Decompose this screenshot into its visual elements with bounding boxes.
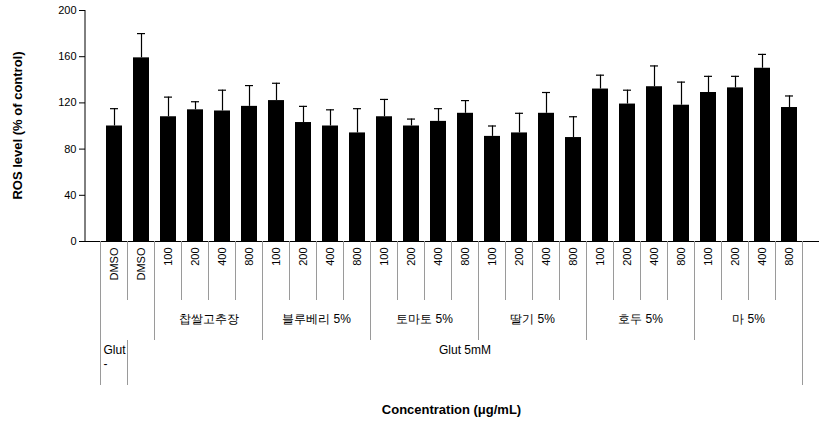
svg-text:80: 80: [64, 143, 76, 155]
svg-text:100: 100: [270, 248, 282, 266]
svg-text:400: 400: [756, 248, 768, 266]
svg-text:블루베리 5%: 블루베리 5%: [282, 312, 351, 326]
svg-text:400: 400: [648, 248, 660, 266]
svg-text:800: 800: [351, 248, 363, 266]
svg-text:Glut-: Glut-: [104, 343, 127, 371]
svg-text:Concentration (μg/mL): Concentration (μg/mL): [382, 402, 521, 417]
svg-text:100: 100: [594, 248, 606, 266]
svg-text:120: 120: [58, 96, 76, 108]
svg-text:400: 400: [324, 248, 336, 266]
svg-text:200: 200: [297, 248, 309, 266]
svg-text:100: 100: [378, 248, 390, 266]
svg-text:400: 400: [216, 248, 228, 266]
svg-text:200: 200: [621, 248, 633, 266]
svg-text:800: 800: [243, 248, 255, 266]
svg-text:100: 100: [162, 248, 174, 266]
svg-text:Glut 5mM: Glut 5mM: [439, 343, 491, 357]
svg-text:딸기 5%: 딸기 5%: [510, 312, 555, 326]
svg-text:800: 800: [567, 248, 579, 266]
svg-text:200: 200: [58, 4, 76, 16]
svg-text:200: 200: [729, 248, 741, 266]
svg-text:800: 800: [459, 248, 471, 266]
svg-text:400: 400: [432, 248, 444, 266]
svg-text:0: 0: [70, 235, 76, 247]
svg-text:800: 800: [783, 248, 795, 266]
svg-text:200: 200: [189, 248, 201, 266]
svg-text:DMSO: DMSO: [135, 247, 147, 280]
svg-text:160: 160: [58, 50, 76, 62]
svg-text:100: 100: [702, 248, 714, 266]
svg-text:40: 40: [64, 189, 76, 201]
svg-text:800: 800: [675, 248, 687, 266]
svg-text:400: 400: [540, 248, 552, 266]
svg-text:ROS level (% of control): ROS level (% of control): [10, 51, 25, 199]
svg-text:200: 200: [513, 248, 525, 266]
svg-text:DMSO: DMSO: [108, 247, 120, 280]
svg-text:호두 5%: 호두 5%: [618, 312, 663, 326]
svg-text:토마토 5%: 토마토 5%: [396, 312, 453, 326]
svg-text:마 5%: 마 5%: [732, 312, 765, 326]
svg-text:찹쌀고추장: 찹쌀고추장: [179, 312, 239, 326]
svg-text:200: 200: [405, 248, 417, 266]
svg-text:100: 100: [486, 248, 498, 266]
